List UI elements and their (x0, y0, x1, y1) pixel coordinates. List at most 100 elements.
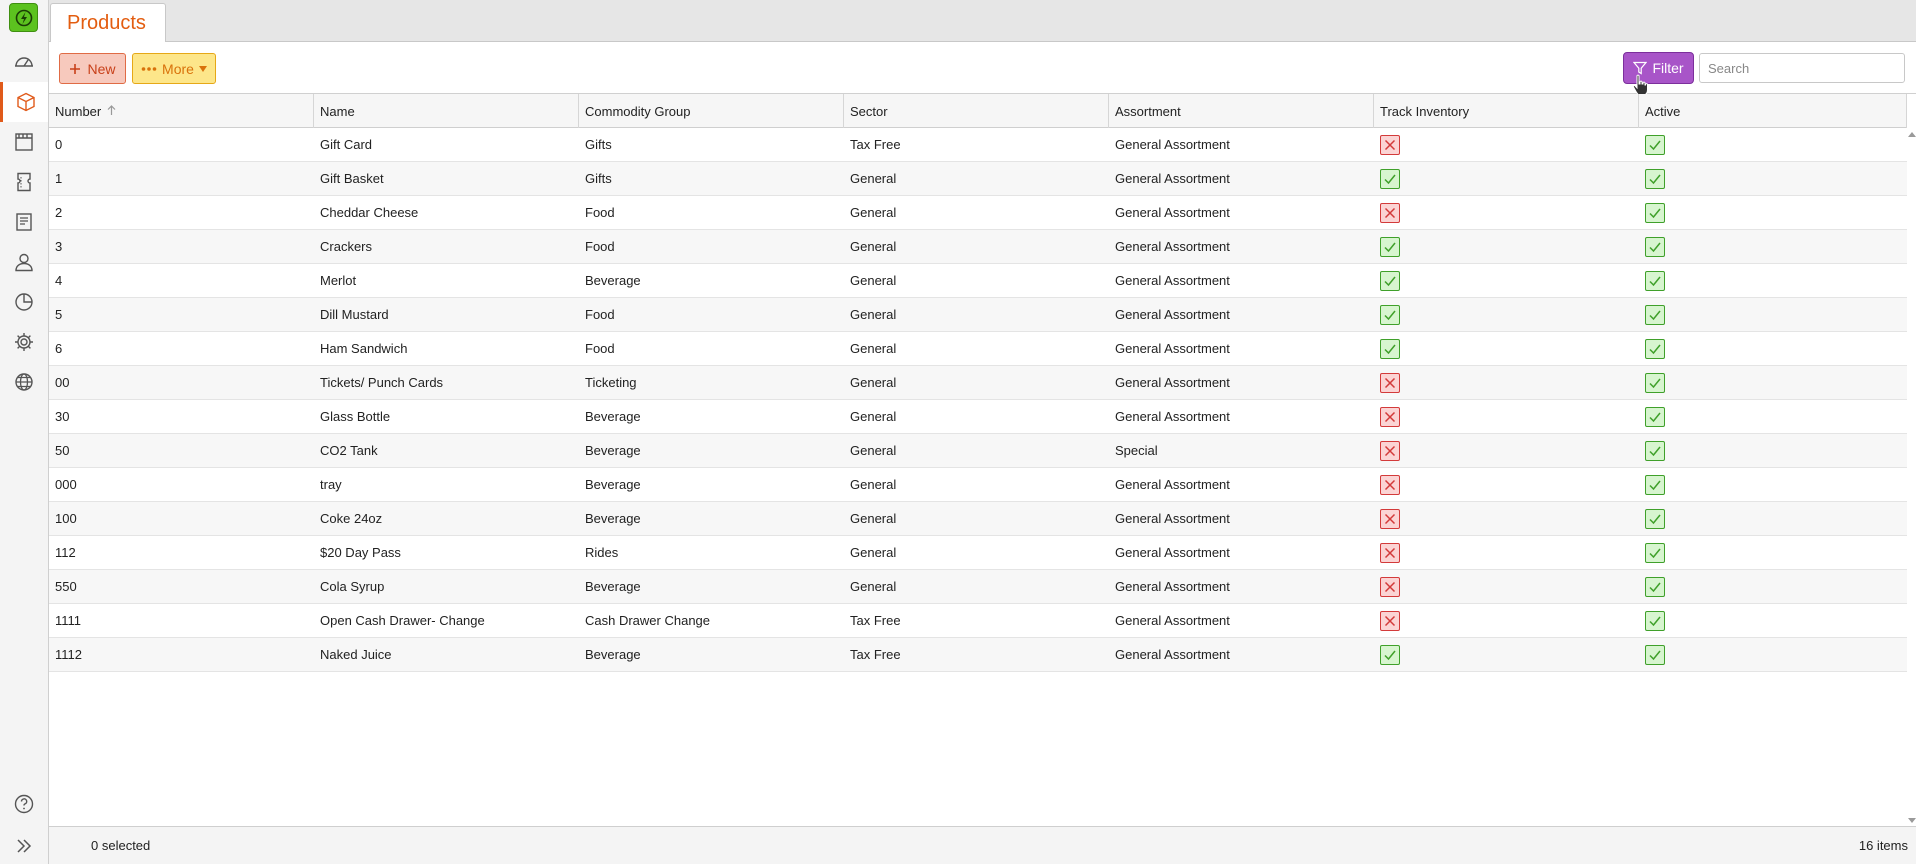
cell-assortment: General Assortment (1115, 205, 1230, 220)
cross-icon[interactable] (1380, 508, 1400, 529)
column-header-assortment[interactable]: Assortment (1109, 94, 1374, 128)
checkmark-icon[interactable] (1380, 270, 1400, 291)
table-row[interactable]: 1112 Naked Juice Beverage Tax Free General A… (49, 638, 1907, 672)
user-icon[interactable] (0, 242, 48, 282)
checkmark-icon[interactable] (1645, 338, 1665, 359)
dashboard-gauge-icon[interactable] (0, 42, 48, 82)
cross-icon[interactable] (1380, 440, 1400, 461)
receipt-icon[interactable] (0, 202, 48, 242)
search-input[interactable] (1699, 53, 1905, 83)
checkmark-icon[interactable] (1645, 644, 1665, 665)
cross-icon[interactable] (1380, 610, 1400, 631)
table-row[interactable]: 50 CO2 Tank Beverage General Special (49, 434, 1907, 468)
checkmark-icon[interactable] (1645, 406, 1665, 427)
cross-icon[interactable] (1380, 372, 1400, 393)
table-row[interactable]: 2 Cheddar Cheese Food General General Assort… (49, 196, 1907, 230)
pie-chart-icon[interactable] (0, 282, 48, 322)
film-strip-icon[interactable] (0, 122, 48, 162)
table-row[interactable]: 550 Cola Syrup Beverage General General Asso… (49, 570, 1907, 604)
checkmark-icon[interactable] (1645, 610, 1665, 631)
cell-track-inventory (1374, 196, 1639, 229)
column-header-commodity-group[interactable]: Commodity Group (579, 94, 844, 128)
ellipsis-icon (141, 66, 157, 71)
more-button[interactable]: More (132, 53, 216, 84)
checkmark-icon[interactable] (1380, 304, 1400, 325)
cell-assortment: General Assortment (1115, 307, 1230, 322)
checkmark-icon[interactable] (1645, 372, 1665, 393)
cell-active (1639, 468, 1907, 501)
gear-icon[interactable] (0, 322, 48, 362)
table-row[interactable]: 30 Glass Bottle Beverage General General Ass… (49, 400, 1907, 434)
table-row[interactable]: 6 Ham Sandwich Food General General Assortme… (49, 332, 1907, 366)
table-row[interactable]: 00 Tickets/ Punch Cards Ticketing General Ge… (49, 366, 1907, 400)
column-header-active[interactable]: Active (1639, 94, 1907, 128)
checkmark-icon[interactable] (1380, 168, 1400, 189)
checkmark-icon[interactable] (1645, 134, 1665, 155)
cross-icon[interactable] (1380, 542, 1400, 563)
cell-track-inventory (1374, 638, 1639, 671)
cell-sector: General (850, 307, 897, 322)
cell-group: Beverage (585, 477, 641, 492)
cell-name: CO2 Tank (320, 443, 378, 458)
cell-assortment: General Assortment (1115, 273, 1230, 288)
checkmark-icon[interactable] (1645, 440, 1665, 461)
cross-icon[interactable] (1380, 474, 1400, 495)
scroll-up-arrow-icon[interactable] (1908, 132, 1916, 137)
vertical-scrollbar[interactable] (1907, 128, 1916, 826)
checkmark-icon[interactable] (1645, 304, 1665, 325)
cell-name: Ham Sandwich (320, 341, 408, 356)
items-count: 16 items (1858, 838, 1908, 853)
cross-icon[interactable] (1380, 406, 1400, 427)
column-header-number[interactable]: Number (49, 94, 314, 128)
checkmark-icon[interactable] (1645, 474, 1665, 495)
table-row[interactable]: 1 Gift Basket Gifts General General Assortme… (49, 162, 1907, 196)
box-product-icon[interactable] (0, 82, 48, 122)
cell-number: 4 (55, 273, 63, 288)
checkmark-icon[interactable] (1645, 202, 1665, 223)
checkmark-icon[interactable] (1380, 338, 1400, 359)
checkmark-icon[interactable] (1645, 270, 1665, 291)
cell-sector: General (850, 205, 897, 220)
table-row[interactable]: 000 tray Beverage General General Assortment (49, 468, 1907, 502)
cross-icon[interactable] (1380, 134, 1400, 155)
cell-name: Merlot (320, 273, 357, 288)
checkmark-icon[interactable] (1380, 236, 1400, 257)
table-row[interactable]: 4 Merlot Beverage General General Assortment (49, 264, 1907, 298)
new-button[interactable]: New (59, 53, 126, 84)
table-row[interactable]: 112 $20 Day Pass Rides General General Assor… (49, 536, 1907, 570)
cell-sector: General (850, 511, 897, 526)
filter-button[interactable]: Filter (1623, 52, 1694, 84)
logo-icon[interactable] (9, 3, 38, 32)
cell-active (1639, 298, 1907, 331)
checkmark-icon[interactable] (1645, 168, 1665, 189)
cell-sector: General (850, 273, 897, 288)
table-row[interactable]: 3 Crackers Food General General Assortment (49, 230, 1907, 264)
products-table: Number Name Commodity Group Sector Assortmen… (49, 94, 1907, 672)
column-header-name[interactable]: Name (314, 94, 579, 128)
column-header-track-inventory[interactable]: Track Inventory (1374, 94, 1639, 128)
cell-name: Crackers (320, 239, 373, 254)
cell-group: Beverage (585, 409, 641, 424)
table-row[interactable]: 100 Coke 24oz Beverage General General Assor… (49, 502, 1907, 536)
checkmark-icon[interactable] (1645, 508, 1665, 529)
cross-icon[interactable] (1380, 202, 1400, 223)
cell-active (1639, 570, 1907, 603)
tab-products[interactable]: Products (50, 3, 166, 43)
checkmark-icon[interactable] (1380, 644, 1400, 665)
globe-icon[interactable] (0, 362, 48, 402)
cell-active (1639, 162, 1907, 195)
cross-icon[interactable] (1380, 576, 1400, 597)
checkmark-icon[interactable] (1645, 236, 1665, 257)
expand-chevrons-icon[interactable] (0, 826, 48, 864)
table-row[interactable]: 1111 Open Cash Drawer- Change Cash Drawer … (49, 604, 1907, 638)
checkmark-icon[interactable] (1645, 576, 1665, 597)
table-row[interactable]: 5 Dill Mustard Food General General Assortme… (49, 298, 1907, 332)
cell-number: 5 (55, 307, 63, 322)
ticket-icon[interactable] (0, 162, 48, 202)
table-row[interactable]: 0 Gift Card Gifts Tax Free General Assortmen… (49, 128, 1907, 162)
cell-assortment: General Assortment (1115, 647, 1230, 662)
checkmark-icon[interactable] (1645, 542, 1665, 563)
column-header-sector[interactable]: Sector (844, 94, 1109, 128)
help-icon[interactable] (0, 784, 48, 824)
scroll-down-arrow-icon[interactable] (1908, 818, 1916, 823)
